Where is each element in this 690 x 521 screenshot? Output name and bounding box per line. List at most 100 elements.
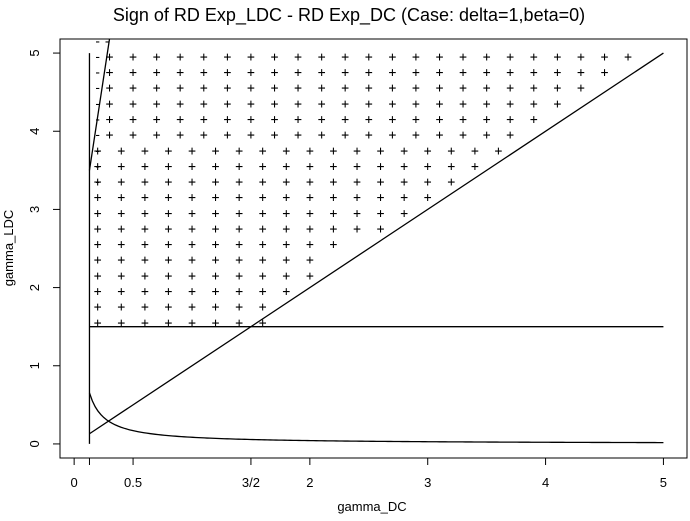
plus-marker: +: [294, 128, 302, 143]
plus-marker: +: [388, 81, 396, 96]
plus-marker: +: [94, 269, 102, 284]
plus-marker: +: [330, 144, 338, 159]
plus-marker: +: [200, 97, 208, 112]
plus-marker: +: [212, 144, 220, 159]
plus-marker: +: [318, 50, 326, 65]
plus-marker: +: [306, 253, 314, 268]
plus-marker: +: [282, 269, 290, 284]
plus-marker: +: [117, 300, 125, 315]
plus-marker: +: [306, 191, 314, 206]
plus-marker: +: [94, 191, 102, 206]
plus-marker: +: [212, 222, 220, 237]
plus-marker: +: [459, 128, 467, 143]
plus-marker: +: [235, 269, 243, 284]
chart-title: Sign of RD Exp_LDC - RD Exp_DC (Case: de…: [113, 5, 585, 26]
plus-marker: +: [235, 284, 243, 299]
plus-marker: +: [306, 238, 314, 253]
plus-marker: +: [188, 191, 196, 206]
plus-marker: +: [341, 81, 349, 96]
plus-marker: +: [176, 113, 184, 128]
plus-marker: +: [200, 50, 208, 65]
plus-marker: +: [165, 159, 173, 174]
plus-marker: +: [353, 206, 361, 221]
plus-marker: +: [247, 66, 255, 81]
plus-marker: +: [400, 159, 408, 174]
plus-marker: +: [188, 175, 196, 190]
plus-marker: +: [188, 269, 196, 284]
plus-marker: +: [553, 97, 561, 112]
plus-marker: +: [306, 175, 314, 190]
plus-marker: +: [94, 316, 102, 331]
boundary-line: [89, 52, 664, 435]
plus-marker: +: [129, 81, 137, 96]
plus-marker: +: [577, 81, 585, 96]
plus-marker: +: [424, 144, 432, 159]
boundary-line: [88, 38, 111, 171]
plus-marker: +: [212, 159, 220, 174]
plus-marker: +: [165, 222, 173, 237]
plus-marker: +: [436, 128, 444, 143]
plus-marker: +: [200, 128, 208, 143]
plus-marker: +: [471, 144, 479, 159]
plus-marker: +: [447, 159, 455, 174]
y-tick-label: 1: [27, 362, 42, 369]
plus-marker: +: [341, 97, 349, 112]
plus-marker: +: [235, 253, 243, 268]
plus-marker: +: [94, 159, 102, 174]
plus-marker: +: [129, 50, 137, 65]
plus-marker: +: [200, 113, 208, 128]
plus-marker: +: [247, 97, 255, 112]
plus-marker: +: [377, 159, 385, 174]
plus-marker: +: [235, 206, 243, 221]
plus-marker: +: [306, 269, 314, 284]
minus-marker: -: [94, 128, 102, 143]
plus-marker: +: [259, 284, 267, 299]
plus-marker: +: [117, 159, 125, 174]
plus-marker: +: [165, 144, 173, 159]
plus-marker: +: [117, 253, 125, 268]
plus-marker: +: [282, 222, 290, 237]
plus-marker: +: [94, 300, 102, 315]
plus-marker: +: [259, 269, 267, 284]
plus-marker: +: [165, 191, 173, 206]
plus-marker: +: [483, 81, 491, 96]
plus-marker: +: [141, 159, 149, 174]
plus-marker: +: [223, 97, 231, 112]
plus-marker: +: [153, 97, 161, 112]
plus-marker: +: [212, 300, 220, 315]
plus-marker: +: [388, 113, 396, 128]
plus-marker: +: [247, 50, 255, 65]
plus-marker: +: [412, 66, 420, 81]
plus-marker: +: [117, 144, 125, 159]
plus-marker: +: [176, 81, 184, 96]
plus-marker: +: [318, 128, 326, 143]
plus-marker: +: [282, 175, 290, 190]
plus-marker: +: [294, 81, 302, 96]
plus-marker: +: [412, 113, 420, 128]
plus-marker: +: [282, 191, 290, 206]
plus-marker: +: [436, 50, 444, 65]
plus-marker: +: [188, 144, 196, 159]
plus-marker: +: [141, 175, 149, 190]
plus-marker: +: [365, 66, 373, 81]
plus-marker: +: [506, 50, 514, 65]
plus-marker: +: [282, 238, 290, 253]
plus-marker: +: [247, 81, 255, 96]
plus-marker: +: [412, 97, 420, 112]
plus-marker: +: [94, 238, 102, 253]
plus-marker: +: [141, 269, 149, 284]
plus-marker: +: [212, 284, 220, 299]
plus-marker: +: [282, 284, 290, 299]
plus-marker: +: [188, 284, 196, 299]
plus-marker: +: [330, 206, 338, 221]
plus-marker: +: [306, 222, 314, 237]
plus-marker: +: [506, 66, 514, 81]
plus-marker: +: [235, 175, 243, 190]
plus-marker: +: [365, 81, 373, 96]
plus-marker: +: [459, 81, 467, 96]
plus-marker: +: [412, 50, 420, 65]
x-tick-label: 5: [660, 475, 667, 490]
plus-marker: +: [271, 66, 279, 81]
plus-marker: +: [341, 113, 349, 128]
